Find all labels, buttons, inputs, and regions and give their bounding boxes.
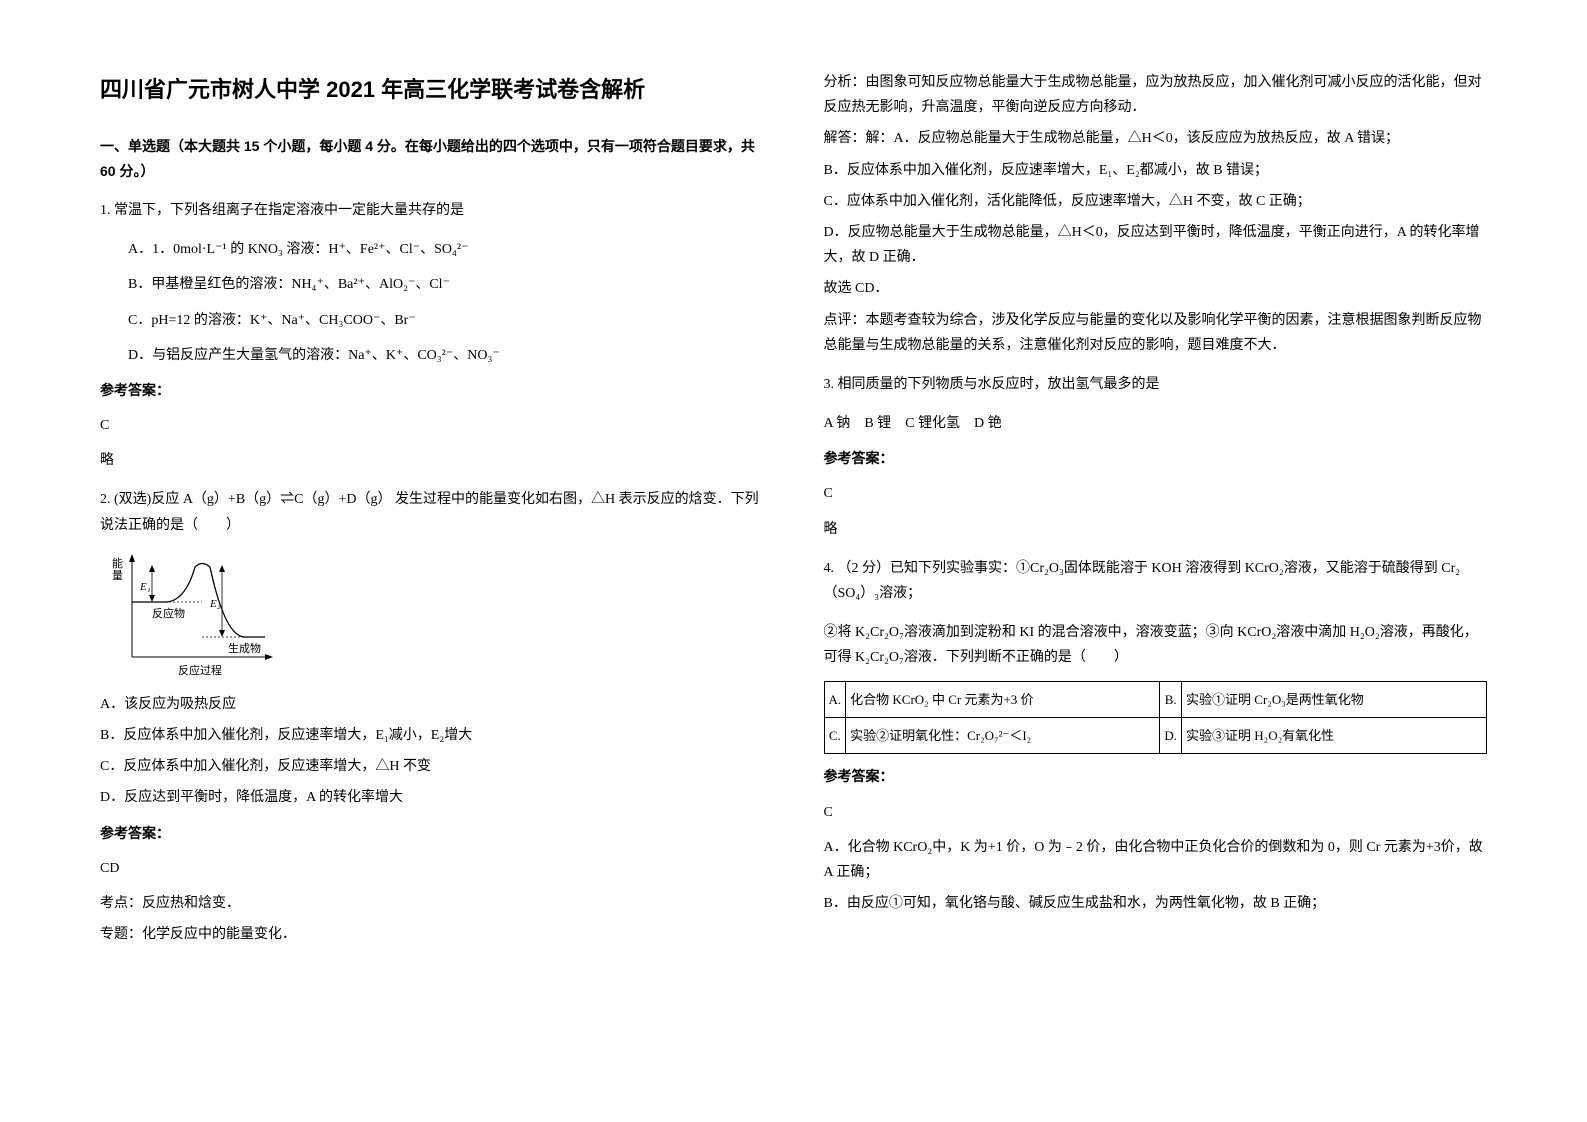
q1-option-a: A．1．0mol·L⁻¹ 的 KNO₃ 溶液：H⁺、Fe²⁺、Cl⁻、SO₄²⁻ [128,237,764,262]
q2-zhuanti: 专题：化学反应中的能量变化． [100,922,764,947]
q2-kaodian: 考点：反应热和焓变． [100,891,764,916]
q4-cell-d: 实验③证明 H₂O₂有氧化性 [1182,717,1487,753]
q1-answer-value: C [100,413,764,438]
e1-arrow-down [149,595,155,602]
q2-option-b: B．反应体系中加入催化剂，反应速率增大，E₁减小，E₂增大 [100,723,764,748]
q4-cell-b-label: B. [1160,681,1182,717]
q1-option-d: D．与铝反应产生大量氢气的溶液：Na⁺、K⁺、CO₃²⁻、NO₃⁻ [128,343,764,368]
x-axis-arrow [265,654,273,660]
q4-answer-value: C [824,800,1488,825]
q2-fenxi: 分析：由图象可知反应物总能量大于生成物总能量，应为放热反应，加入催化剂可减小反应… [824,70,1488,120]
curve-peak [195,563,210,567]
q3-explanation: 略 [824,517,1488,542]
table-row: C. 实验②证明氧化性：Cr₂O₇²⁻＜I₂ D. 实验③证明 H₂O₂有氧化性 [824,717,1487,753]
q3-answer-value: C [824,481,1488,506]
q2-option-c: C．反应体系中加入催化剂，反应速率增大，△H 不变 [100,754,764,779]
q4-cell-d-label: D. [1160,717,1182,753]
energy-chart-svg: E₁ E₂ 能量 反应物 生成物 反应过程 [110,552,280,682]
q4-cell-a-label: A. [824,681,846,717]
q1-option-b: B．甲基橙呈红色的溶液：NH₄⁺、Ba²⁺、AlO₂⁻、Cl⁻ [128,272,764,297]
q3-answer-label: 参考答案： [824,446,1488,471]
q2-guxuan: 故选 CD． [824,276,1488,301]
q2-jieda-c: C．应体系中加入催化剂，活化能降低，反应速率增大，△H 不变，故 C 正确； [824,189,1488,214]
e1-label: E₁ [139,581,151,593]
q2-option-d: D．反应达到平衡时，降低温度，A 的转化率增大 [100,785,764,810]
reactant-label: 反应物 [152,606,185,620]
q2-jieda-a: 解答：解：A．反应物总能量大于生成物总能量，△H＜0，该反应应为放热反应，故 A… [824,126,1488,151]
q4-stem: 4. （2 分）已知下列实验事实：①Cr₂O₃固体既能溶于 KOH 溶液得到 K… [824,556,1488,606]
y-axis-arrow [129,554,135,562]
q4-exp-b: B．由反应①可知，氧化铬与酸、碱反应生成盐和水，为两性氧化物，故 B 正确； [824,891,1488,916]
q4-answer-label: 参考答案： [824,764,1488,789]
e2-label: E₂ [209,598,221,610]
q1-option-c: C．pH=12 的溶液：K⁺、Na⁺、CH₃COO⁻、Br⁻ [128,308,764,333]
q4-table: A. 化合物 KCrO₂ 中 Cr 元素为+3 价 B. 实验①证明 Cr₂O₃… [824,681,1488,755]
section-header: 一、单选题（本大题共 15 个小题，每小题 4 分。在每小题给出的四个选项中，只… [100,134,764,184]
e2-arrow-down [219,630,225,637]
x-axis-label: 反应过程 [178,663,222,677]
page-container: 四川省广元市树人中学 2021 年高三化学联考试卷含解析 一、单选题（本大题共 … [100,70,1487,953]
e1-arrow-up [149,565,155,572]
exam-title: 四川省广元市树人中学 2021 年高三化学联考试卷含解析 [100,70,764,110]
q3-stem: 3. 相同质量的下列物质与水反应时，放出氢气最多的是 [824,372,1488,397]
q2-dianping: 点评：本题考查较为综合，涉及化学反应与能量的变化以及影响化学平衡的因素，注意根据… [824,308,1488,358]
q2-jieda-b: B．反应体系中加入催化剂，反应速率增大，E₁、E₂都减小，故 B 错误； [824,158,1488,183]
q2-option-a: A．该反应为吸热反应 [100,692,764,717]
q4-cell-a: 化合物 KCrO₂ 中 Cr 元素为+3 价 [846,681,1160,717]
q2-answer-value: CD [100,856,764,881]
right-column: 分析：由图象可知反应物总能量大于生成物总能量，应为放热反应，加入催化剂可减小反应… [824,70,1488,953]
q4-stem2: ②将 K₂Cr₂O₇溶液滴加到淀粉和 KI 的混合溶液中，溶液变蓝；③向 KCr… [824,620,1488,670]
q4-cell-c: 实验②证明氧化性：Cr₂O₇²⁻＜I₂ [846,717,1160,753]
y-axis-label: 能量 [112,556,123,582]
q1-stem: 1. 常温下，下列各组离子在指定溶液中一定能大量共存的是 [100,198,764,223]
curve-up [165,567,195,602]
q3-options: A 钠 B 锂 C 锂化氢 D 铯 [824,411,1488,436]
q4-cell-c-label: C. [824,717,846,753]
q4-exp-a: A．化合物 KCrO₂中，K 为+1 价，O 为﹣2 价，由化合物中正负化合价的… [824,835,1488,885]
q2-jieda-d: D．反应物总能量大于生成物总能量，△H＜0，反应达到平衡时，降低温度，平衡正向进… [824,220,1488,270]
q4-cell-b: 实验①证明 Cr₂O₃是两性氧化物 [1182,681,1487,717]
e2-arrow-up [219,565,225,572]
q2-answer-label: 参考答案： [100,821,764,846]
q2-stem: 2. (双选)反应 A（g）+B（g）⇌C（g）+D（g） 发生过程中的能量变化… [100,487,764,537]
table-row: A. 化合物 KCrO₂ 中 Cr 元素为+3 价 B. 实验①证明 Cr₂O₃… [824,681,1487,717]
q1-answer-label: 参考答案： [100,378,764,403]
left-column: 四川省广元市树人中学 2021 年高三化学联考试卷含解析 一、单选题（本大题共 … [100,70,764,953]
product-label: 生成物 [228,641,261,655]
q1-explanation: 略 [100,448,764,473]
energy-chart: E₁ E₂ 能量 反应物 生成物 反应过程 [110,552,280,682]
energy-chart-container: E₁ E₂ 能量 反应物 生成物 反应过程 [110,552,764,682]
